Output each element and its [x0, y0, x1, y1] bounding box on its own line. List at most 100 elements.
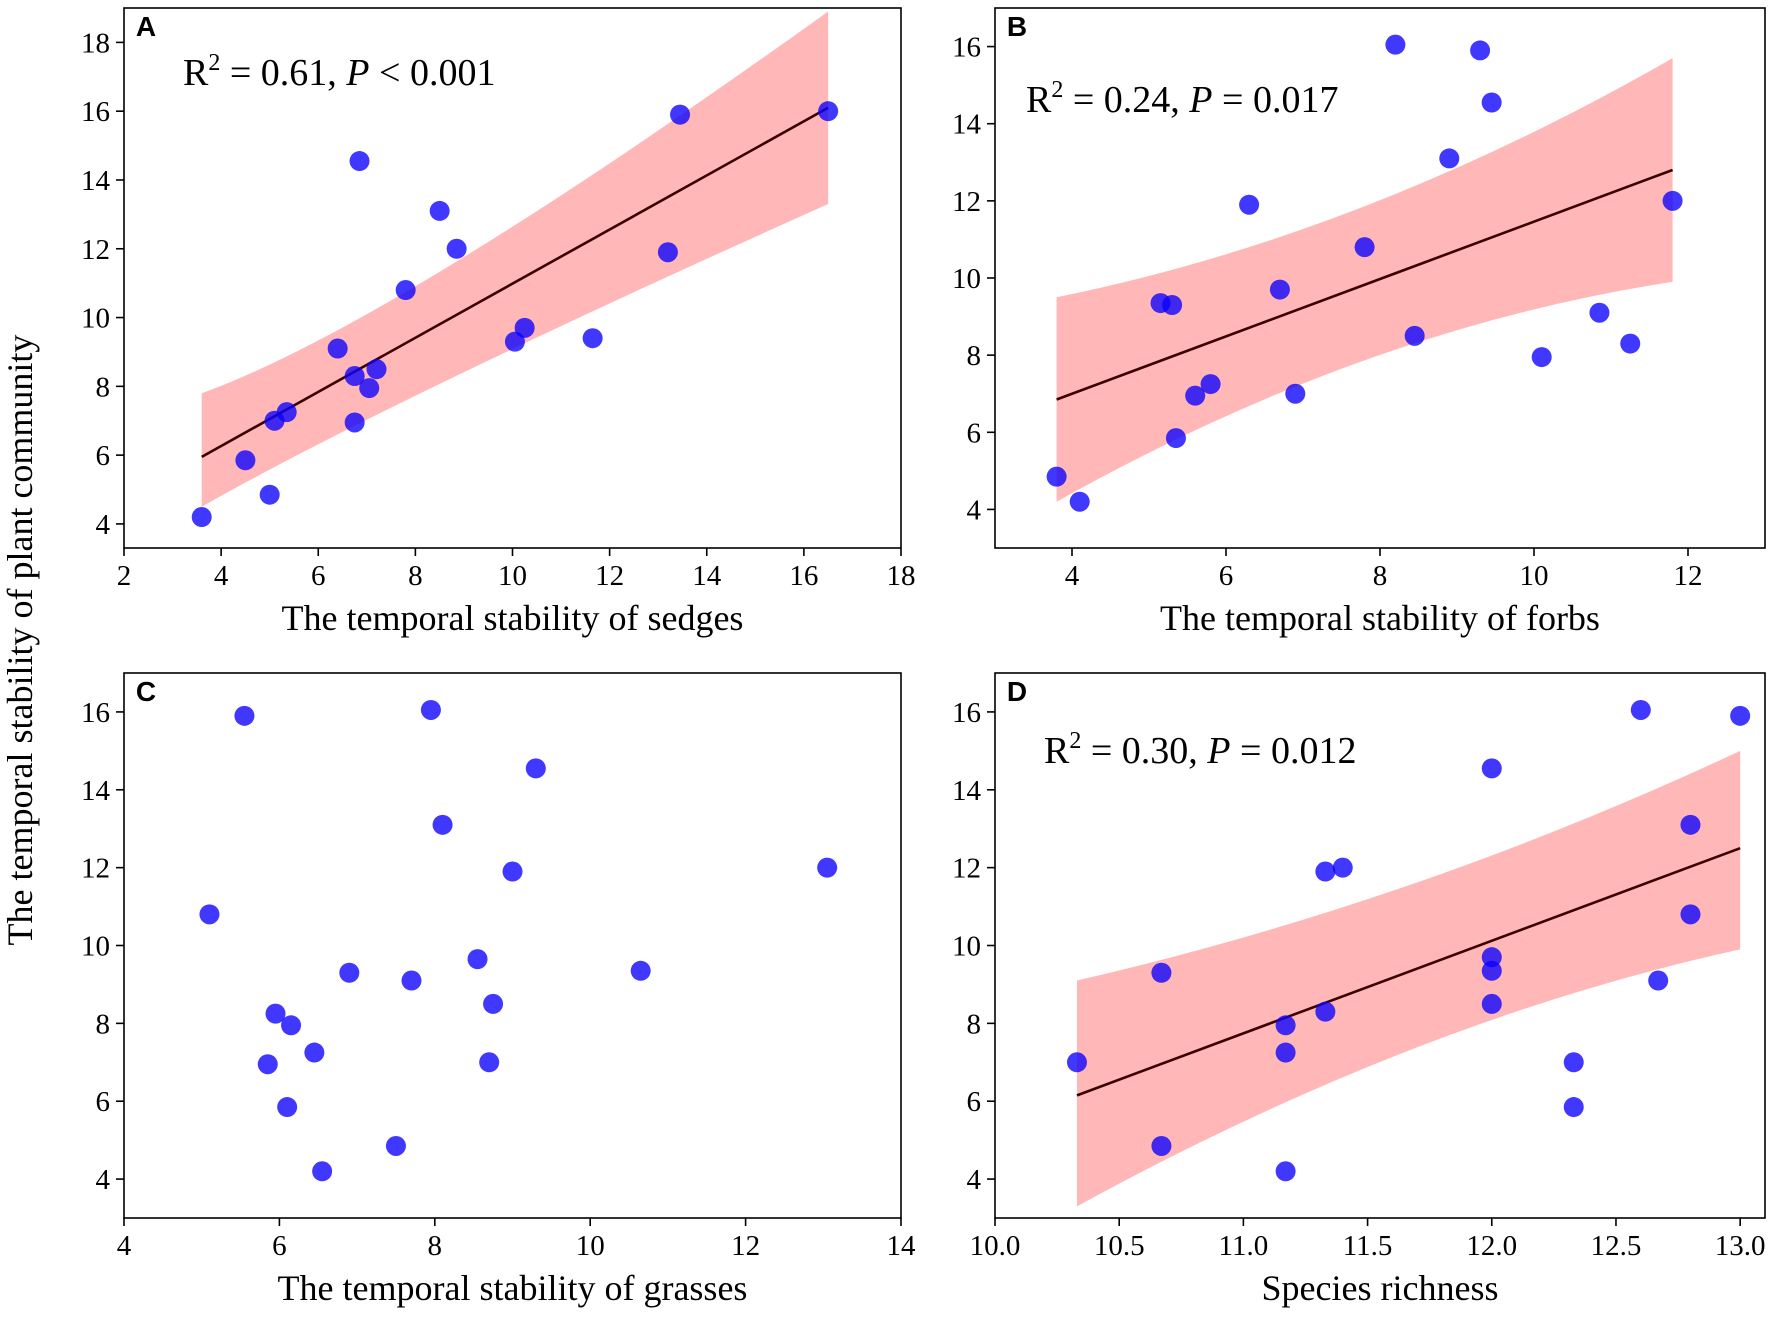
panel-a-point-8	[344, 412, 365, 433]
panel-c-y-tick-label: 14	[81, 775, 111, 807]
panel-d-chart: 10.0 10.5 11.0 11.5 12.0 12.5 13.0 4 6 8 10 12 14 16 D…	[952, 672, 1766, 1308]
panel-c-point-6	[281, 1015, 302, 1036]
panel-b-point-9	[1269, 279, 1290, 300]
panel-c-y-tick-label: 8	[96, 1008, 111, 1040]
panel-c-point-13	[432, 814, 453, 835]
panel-c-x-tick-label: 12	[731, 1230, 760, 1262]
panel-a-stat-annotation: R2 = 0.61, P < 0.001	[183, 50, 495, 94]
panel-d-y-tick-label: 16	[952, 697, 981, 729]
panel-a-y-tick-label: 6	[96, 440, 111, 472]
panel-d-x-tick-label: 12.0	[1466, 1230, 1517, 1262]
panel-d-x-tick-label: 12.5	[1591, 1230, 1642, 1262]
panel-a-x-tick-label: 2	[117, 560, 132, 592]
panel-c-x-tick-label: 4	[117, 1230, 132, 1262]
panel-d-x-tick-label: 10.5	[1094, 1230, 1145, 1262]
panel-d-y-tick-label: 8	[967, 1008, 982, 1040]
panel-d-point-17	[1648, 970, 1669, 991]
panel-b-point-12	[1385, 34, 1406, 55]
panel-a-point-3	[259, 484, 280, 505]
panel-a-x-tick-label: 10	[498, 560, 527, 592]
panel-a-point-20	[818, 101, 839, 122]
panel-d-y-tick-label: 4	[967, 1164, 982, 1196]
panel-c-x-tick-label: 8	[428, 1230, 443, 1262]
panel-b-regression-line	[1056, 168, 1674, 401]
panel-c-point-8	[312, 1161, 333, 1182]
panel-d-point-15	[1563, 1097, 1584, 1118]
panel-c-x-tick-label: 6	[272, 1230, 287, 1262]
panel-d-point-13	[1481, 993, 1502, 1014]
panel-a-x-tick-label: 6	[311, 560, 326, 592]
panel-d-x-tick-label: 11.0	[1219, 1230, 1269, 1262]
panel-d-x-tick-label: 11.5	[1343, 1230, 1393, 1262]
panel-a-x-tick-label: 14	[692, 560, 722, 592]
panel-a-x-tick-label: 16	[789, 560, 818, 592]
panel-a-y-tick-label: 14	[81, 165, 111, 197]
panel-a-x-axis-title: The temporal stability of sedges	[282, 598, 744, 638]
panel-b-chart: 4 6 8 10 12 4 6 8 10 12 14 16 B The temporal stabilit…	[952, 7, 1766, 638]
panel-a-point-19	[670, 104, 691, 125]
panel-b-stat-annotation: R2 = 0.24, P = 0.017	[1026, 77, 1338, 121]
panel-a-y-tick-label: 4	[96, 509, 111, 541]
panel-c-plot-frame	[123, 672, 902, 1219]
panel-c-point-19	[630, 960, 651, 981]
panel-d-y-tick-label: 12	[952, 853, 981, 885]
panel-a-point-1	[191, 507, 212, 528]
panel-c-point-16	[483, 993, 504, 1014]
panel-b-x-tick-label: 12	[1674, 560, 1703, 592]
panel-c-x-tick-label: 14	[887, 1230, 917, 1262]
panel-b-point-10	[1285, 383, 1306, 404]
panel-b-point-7	[1200, 374, 1221, 395]
panel-c-chart: 4 6 8 10 12 14 4 6 8 10 12 14 16 C The temporal stabil…	[81, 672, 917, 1308]
panel-d-point-19	[1680, 904, 1701, 925]
panel-b-y-tick-label: 8	[967, 340, 982, 372]
panel-b-point-19	[1620, 333, 1641, 354]
panel-a-point-2	[235, 450, 256, 471]
panel-a-point-14	[446, 238, 467, 259]
panel-c-point-17	[502, 861, 523, 882]
panel-d-stat-annotation: R2 = 0.30, P = 0.012	[1044, 728, 1356, 772]
panel-a-point-11	[366, 359, 387, 380]
panel-b-point-14	[1439, 148, 1460, 169]
panel-d-point-18	[1680, 814, 1701, 835]
panel-a-x-tick-label: 8	[408, 560, 423, 592]
panel-c-point-2	[234, 705, 255, 726]
panel-d-point-16	[1630, 699, 1651, 720]
panel-a-point-6	[327, 338, 348, 359]
panel-c-y-tick-label: 6	[96, 1086, 111, 1118]
panel-d-x-tick-label: 13.0	[1715, 1230, 1766, 1262]
panel-c-point-20	[817, 857, 838, 878]
panel-b-y-tick-label: 12	[952, 186, 981, 218]
panel-b-point-1	[1046, 466, 1067, 487]
panel-d-point-2	[1151, 962, 1172, 983]
panel-b-y-tick-label: 6	[967, 417, 982, 449]
panel-b-x-tick-label: 4	[1065, 560, 1080, 592]
panel-d-regression-line	[1076, 846, 1741, 1097]
panel-b-y-tick-label: 10	[952, 263, 981, 295]
panel-a-x-tick-label: 12	[595, 560, 624, 592]
panel-d-point-12	[1481, 960, 1502, 981]
panel-c-y-tick-label: 16	[81, 697, 110, 729]
panel-d-letter: D	[1007, 676, 1027, 707]
panel-b-letter: B	[1007, 11, 1027, 42]
panel-c-point-18	[525, 758, 546, 779]
panel-a-point-7	[344, 366, 365, 387]
panel-b-point-2	[1069, 491, 1090, 512]
panel-d-x-tick-label: 10.0	[970, 1230, 1021, 1262]
panel-c-point-12	[420, 699, 441, 720]
panel-a-y-tick-label: 16	[81, 96, 110, 128]
panel-d-point-10	[1481, 758, 1502, 779]
panel-b-x-axis-title: The temporal stability of forbs	[1160, 598, 1600, 638]
panel-b-x-tick-label: 6	[1219, 560, 1234, 592]
panel-a-y-tick-label: 18	[81, 27, 110, 59]
panel-b-point-18	[1589, 302, 1610, 323]
panel-d-confidence-band	[1076, 750, 1741, 1207]
panel-d-point-4	[1275, 1015, 1296, 1036]
panel-b-y-tick-label: 16	[952, 32, 981, 64]
panel-a-point-12	[395, 280, 416, 301]
panel-b-x-tick-label: 8	[1373, 560, 1388, 592]
panel-a-y-tick-label: 8	[96, 371, 111, 403]
panel-c-point-10	[385, 1135, 406, 1156]
panel-c-point-14	[467, 949, 488, 970]
panel-c-point-3	[257, 1054, 278, 1075]
